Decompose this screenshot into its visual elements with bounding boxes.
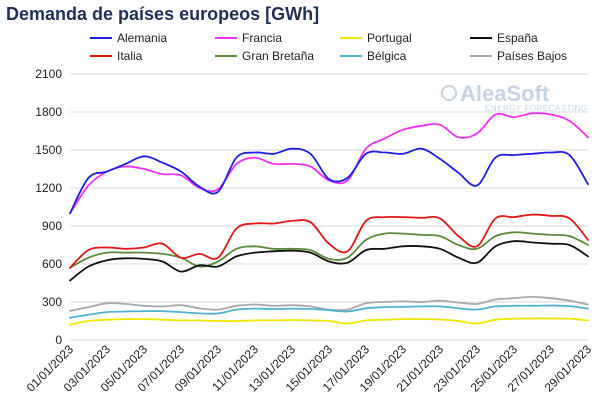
legend-label: Portugal [367,31,412,45]
brand-logo-icon [441,85,457,101]
legend-label: Bélgica [367,49,407,63]
y-tick-label: 0 [55,333,62,347]
x-axis-ticks: 01/01/202303/01/202305/01/202307/01/2023… [24,342,595,395]
y-axis-ticks: 0 300 600 900 1200 1500 1800 2100 [35,67,62,347]
chart-title: Demanda de países europeos [GWh] [6,4,320,24]
legend-item: Italia [90,49,143,63]
y-tick-label: 300 [42,295,62,309]
legend-item: Portugal [340,31,412,45]
legend-item: España [470,31,538,45]
series-line-alemania [69,147,589,215]
grid-lines [70,73,588,341]
series-line-italia [69,213,589,269]
legend-item: Francia [215,31,282,45]
brand-tagline: ENERGY FORECASTING [485,104,588,113]
y-tick-label: 2100 [35,67,62,81]
series-line-gran-bretaña [69,231,589,269]
legend-label: Italia [117,49,143,63]
legend-label: Alemania [117,31,167,45]
y-tick-label: 1200 [35,181,62,195]
series-line-bélgica [69,304,589,319]
legend-label: España [497,31,538,45]
y-tick-label: 600 [42,257,62,271]
series-lines [69,112,589,326]
series-line-países-bajos [69,296,589,312]
legend-item: Alemania [90,31,167,45]
legend-item: Bélgica [340,49,407,63]
legend-item: Gran Bretaña [215,49,314,63]
brand-name: AleaSoft [460,81,550,106]
legend: Alemania Francia Portugal España Italia Gran … [90,31,567,63]
series-line-portugal [69,317,589,326]
y-tick-label: 1800 [35,105,62,119]
legend-label: Países Bajos [497,49,567,63]
series-line-francia [69,112,589,215]
brand-watermark: AleaSoft ENERGY FORECASTING [441,81,588,113]
legend-label: Gran Bretaña [242,49,314,63]
y-tick-label: 1500 [35,143,62,157]
y-tick-label: 900 [42,219,62,233]
legend-label: Francia [242,31,282,45]
series-line-españa [69,240,589,282]
legend-item: Países Bajos [470,49,567,63]
